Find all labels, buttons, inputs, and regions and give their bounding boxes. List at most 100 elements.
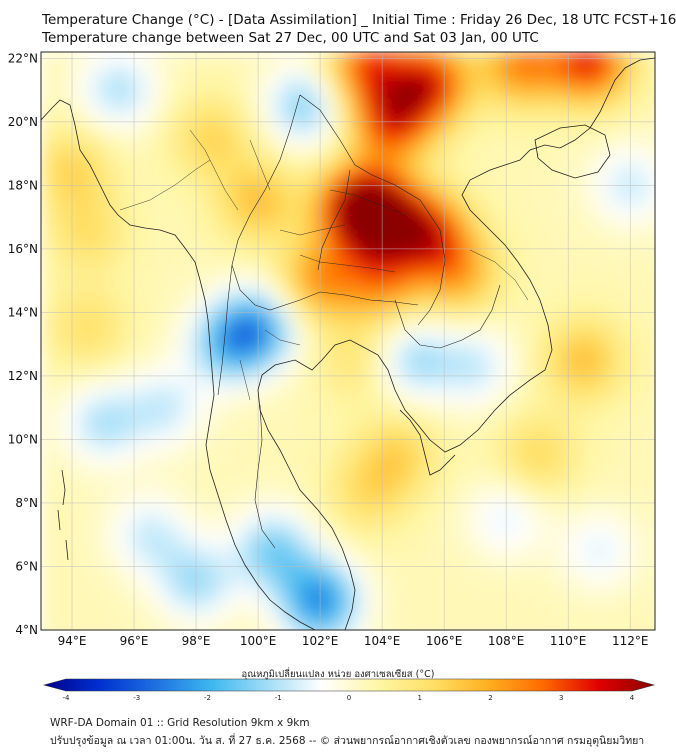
- field-cell: [113, 508, 126, 521]
- field-cell: [281, 244, 294, 257]
- field-cell: [461, 472, 474, 485]
- field-cell: [437, 604, 450, 617]
- field-cell: [53, 64, 66, 77]
- field-cell: [65, 292, 78, 305]
- field-cell: [89, 532, 102, 545]
- field-cell: [569, 484, 582, 497]
- field-cell: [281, 532, 294, 545]
- field-cell: [209, 472, 222, 485]
- field-cell: [389, 592, 402, 605]
- field-cell: [593, 592, 606, 605]
- field-cell: [233, 340, 246, 353]
- field-cell: [197, 352, 210, 365]
- field-cell: [353, 184, 366, 197]
- field-cell: [149, 520, 162, 533]
- colorbar: [42, 678, 656, 692]
- field-cell: [425, 472, 438, 485]
- field-cell: [521, 172, 534, 185]
- field-cell: [185, 496, 198, 509]
- field-cell: [41, 304, 54, 317]
- field-cell: [341, 412, 354, 425]
- field-cell: [173, 328, 186, 341]
- field-cell: [629, 196, 642, 209]
- latitude-tick-labels: 22°N20°N18°N16°N14°N12°N10°N8°N6°N4°N: [8, 51, 38, 637]
- field-cell: [305, 352, 318, 365]
- field-cell: [377, 352, 390, 365]
- field-cell: [65, 160, 78, 173]
- field-cell: [413, 364, 426, 377]
- field-cell: [641, 160, 654, 173]
- field-cell: [293, 424, 306, 437]
- field-cell: [617, 448, 630, 461]
- field-cell: [53, 184, 66, 197]
- field-cell: [101, 88, 114, 101]
- field-cell: [257, 328, 270, 341]
- field-cell: [173, 496, 186, 509]
- field-cell: [509, 532, 522, 545]
- field-cell: [329, 544, 342, 557]
- field-cell: [89, 628, 102, 630]
- field-cell: [545, 556, 558, 569]
- field-cell: [401, 352, 414, 365]
- field-cell: [653, 208, 655, 221]
- field-cell: [653, 184, 655, 197]
- field-cell: [629, 352, 642, 365]
- field-cell: [593, 244, 606, 257]
- field-cell: [161, 496, 174, 509]
- field-cell: [485, 220, 498, 233]
- field-cell: [377, 388, 390, 401]
- field-cell: [353, 532, 366, 545]
- field-cell: [353, 148, 366, 161]
- field-cell: [173, 208, 186, 221]
- field-cell: [329, 484, 342, 497]
- field-cell: [329, 424, 342, 437]
- field-cell: [245, 244, 258, 257]
- field-cell: [557, 328, 570, 341]
- field-cell: [629, 484, 642, 497]
- field-cell: [161, 208, 174, 221]
- field-cell: [233, 256, 246, 269]
- field-cell: [413, 544, 426, 557]
- field-cell: [77, 88, 90, 101]
- field-cell: [305, 556, 318, 569]
- field-cell: [269, 112, 282, 125]
- field-cell: [533, 628, 546, 630]
- field-cell: [413, 604, 426, 617]
- field-cell: [641, 124, 654, 137]
- field-cell: [509, 112, 522, 125]
- field-cell: [113, 76, 126, 89]
- field-cell: [485, 580, 498, 593]
- field-cell: [497, 424, 510, 437]
- field-cell: [581, 448, 594, 461]
- field-cell: [365, 604, 378, 617]
- field-cell: [245, 532, 258, 545]
- field-cell: [41, 208, 54, 221]
- field-cell: [233, 508, 246, 521]
- field-cell: [569, 580, 582, 593]
- field-cell: [569, 376, 582, 389]
- field-cell: [497, 616, 510, 629]
- field-cell: [593, 400, 606, 413]
- field-cell: [449, 208, 462, 221]
- field-cell: [353, 364, 366, 377]
- field-cell: [365, 292, 378, 305]
- field-cell: [509, 316, 522, 329]
- field-cell: [149, 388, 162, 401]
- field-cell: [77, 496, 90, 509]
- field-cell: [281, 160, 294, 173]
- field-cell: [485, 196, 498, 209]
- field-cell: [317, 400, 330, 413]
- field-cell: [617, 280, 630, 293]
- field-cell: [245, 496, 258, 509]
- field-cell: [197, 424, 210, 437]
- field-cell: [617, 136, 630, 149]
- field-cell: [77, 268, 90, 281]
- field-cell: [53, 112, 66, 125]
- field-cell: [425, 136, 438, 149]
- field-cell: [581, 364, 594, 377]
- field-cell: [617, 484, 630, 497]
- field-cell: [293, 196, 306, 209]
- field-cell: [653, 532, 655, 545]
- field-cell: [413, 268, 426, 281]
- field-cell: [353, 208, 366, 221]
